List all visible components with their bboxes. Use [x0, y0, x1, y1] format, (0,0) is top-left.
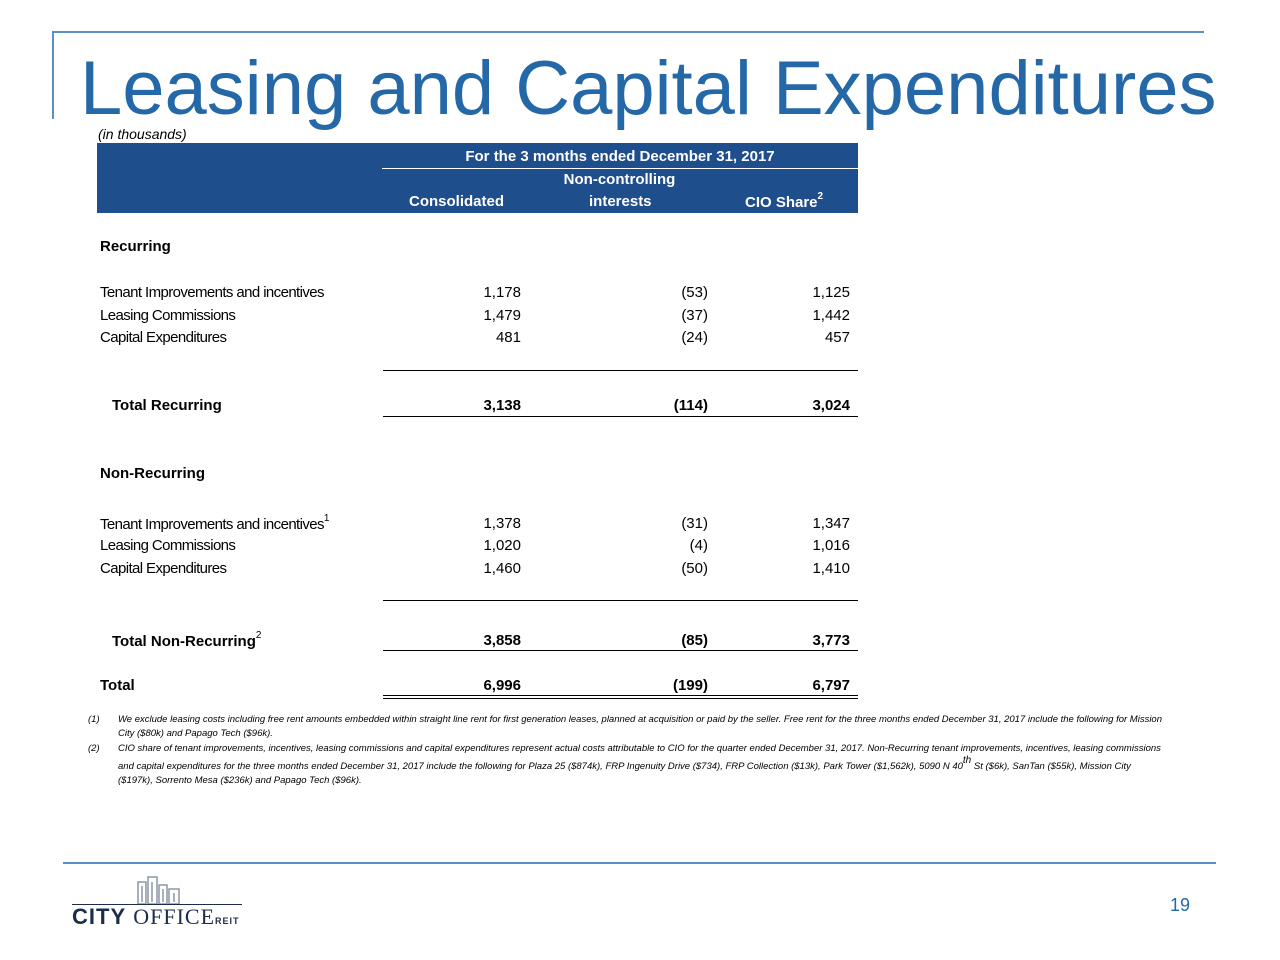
total-recurring-row: Total Recurring 3,138 (114) 3,024 — [100, 397, 858, 419]
cio-value: 1,410 — [812, 560, 850, 577]
row-label: Total Recurring — [112, 397, 222, 414]
cio-value: 6,797 — [812, 677, 850, 694]
logo-office: OFFICE — [133, 904, 216, 929]
nci-value: (24) — [681, 329, 708, 346]
nci-value: (53) — [681, 284, 708, 301]
page-number: 19 — [1170, 895, 1191, 915]
total-nonrecurring-row: Total Non-Recurring2 3,858 (85) 3,773 — [100, 630, 858, 654]
cio-share-sup: 2 — [817, 191, 824, 202]
footnote-text: CIO share of tenant improvements, incent… — [118, 742, 1168, 788]
nci-value: (37) — [681, 307, 708, 324]
row-label: Total — [100, 677, 135, 694]
consolidated-value: 1,479 — [483, 307, 521, 324]
table-row: Leasing Commissions 1,479 (37) 1,442 — [100, 307, 858, 329]
grand-total-row: Total 6,996 (199) 6,797 — [100, 677, 858, 699]
cio-value: 1,125 — [812, 284, 850, 301]
cio-share-label: CIO Share — [745, 194, 818, 211]
table-row: Tenant Improvements and incentives1 1,37… — [100, 513, 858, 537]
row-label: Tenant Improvements and incentives1 — [100, 513, 330, 533]
table-row: Tenant Improvements and incentives 1,178… — [100, 284, 858, 306]
footer-rule — [63, 862, 1216, 864]
row-label: Total Non-Recurring2 — [112, 630, 262, 650]
logo-wordmark: CITY OFFICEREIT — [72, 904, 240, 930]
row-label: Tenant Improvements and incentives — [100, 284, 325, 301]
row-label: Capital Expenditures — [100, 560, 227, 577]
footnote-1: (1) We exclude leasing costs including f… — [88, 713, 1168, 743]
footnote-ref: 1 — [323, 513, 330, 524]
nci-value: (4) — [689, 537, 708, 554]
logo-city: CITY — [72, 904, 127, 929]
page-title: Leasing and Capital Expenditures — [80, 46, 1217, 131]
consolidated-value: 481 — [495, 329, 521, 346]
consolidated-value: 1,020 — [483, 537, 521, 554]
consolidated-value: 3,858 — [483, 632, 521, 649]
subtotal-rule — [383, 600, 858, 601]
cio-value: 1,347 — [812, 515, 850, 532]
nonrecurring-heading: Non-Recurring — [100, 465, 205, 482]
cio-value: 3,773 — [812, 632, 850, 649]
row-label-text: Tenant Improvements and incentives — [100, 516, 325, 533]
consolidated-value: 6,996 — [483, 677, 521, 694]
consolidated-value: 1,378 — [483, 515, 521, 532]
table-header: For the 3 months ended December 31, 2017… — [97, 143, 858, 213]
subtotal-rule — [383, 370, 858, 371]
footnote-2: (2) CIO share of tenant improvements, in… — [88, 742, 1168, 788]
table-row: Capital Expenditures 481 (24) 457 — [100, 329, 858, 351]
nci-value: (114) — [673, 397, 708, 414]
cio-share-header: CIO Share2 — [745, 191, 824, 211]
footnote-text-a: CIO share of tenant improvements, incent… — [118, 743, 1161, 773]
footnote-sup: th — [962, 755, 972, 766]
logo-reit: REIT — [215, 916, 240, 926]
cio-value: 1,442 — [812, 307, 850, 324]
footnote-number: (1) — [88, 714, 100, 725]
frame-top-line — [52, 31, 1204, 33]
footnote-text-b: St ($6k), SanTan ($55k), Mission City ($… — [118, 761, 1131, 787]
row-label-text: Total Non-Recurring — [112, 633, 256, 650]
consolidated-header: Consolidated — [409, 193, 505, 210]
city-office-reit-logo: CITY OFFICEREIT — [72, 876, 247, 929]
cio-value: 1,016 — [812, 537, 850, 554]
frame-left-line — [52, 31, 54, 119]
units-note: (in thousands) — [98, 126, 187, 142]
row-label: Leasing Commissions — [100, 537, 236, 554]
footnote-number: (2) — [88, 743, 100, 754]
row-label: Leasing Commissions — [100, 307, 236, 324]
total-rule — [383, 416, 858, 417]
nci-value: (31) — [681, 515, 708, 532]
double-rule-bottom — [383, 698, 858, 699]
table-row: Leasing Commissions 1,020 (4) 1,016 — [100, 537, 858, 559]
footnote-ref: 2 — [255, 630, 262, 641]
row-label: Capital Expenditures — [100, 329, 227, 346]
nci-value: (50) — [681, 560, 708, 577]
header-rule — [382, 168, 858, 169]
table-row: Capital Expenditures 1,460 (50) 1,410 — [100, 560, 858, 582]
consolidated-value: 1,460 — [483, 560, 521, 577]
skyline-icon — [72, 876, 242, 905]
nci-value: (199) — [672, 677, 708, 694]
nci-value: (85) — [681, 632, 708, 649]
cio-value: 3,024 — [812, 397, 850, 414]
total-rule — [383, 650, 858, 651]
nci-header-line1: Non-controlling — [563, 171, 676, 188]
cio-value: 457 — [824, 329, 850, 346]
recurring-heading: Recurring — [100, 238, 171, 255]
period-header: For the 3 months ended December 31, 2017 — [465, 148, 775, 165]
consolidated-value: 3,138 — [483, 397, 521, 414]
double-rule-top — [383, 695, 858, 696]
footnote-text: We exclude leasing costs including free … — [118, 714, 1163, 739]
consolidated-value: 1,178 — [483, 284, 521, 301]
nci-header-line2: interests — [589, 193, 652, 210]
